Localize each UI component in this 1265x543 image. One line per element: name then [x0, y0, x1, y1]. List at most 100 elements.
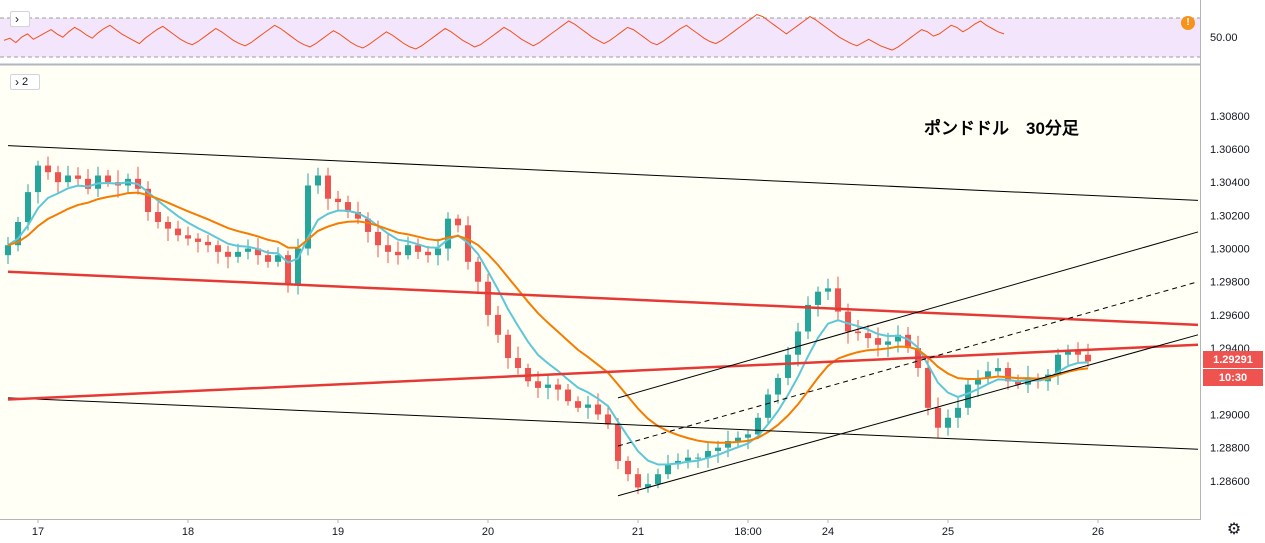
- candle-body: [935, 407, 941, 428]
- trendlines: [7, 145, 1199, 497]
- candle-body: [635, 474, 641, 488]
- candle-body: [325, 175, 331, 199]
- candle-body: [825, 288, 831, 292]
- candle-body: [175, 228, 181, 236]
- candle-body: [625, 460, 631, 475]
- ma-short-line: [7, 181, 1089, 466]
- candle-body: [35, 165, 41, 193]
- candle-body: [155, 212, 161, 222]
- candle-body: [785, 354, 791, 378]
- candle-body: [275, 255, 281, 262]
- candle-body: [1065, 351, 1071, 355]
- candle-body: [745, 434, 751, 438]
- candle-body: [605, 414, 611, 425]
- price-tick-label: 1.28600: [1210, 476, 1250, 488]
- time-tick-label: 25: [942, 526, 954, 538]
- candle-body: [185, 235, 191, 239]
- alert-icon[interactable]: !: [1181, 16, 1195, 30]
- candle-body: [475, 261, 481, 282]
- time-tick-label: 18: [182, 526, 194, 538]
- last-price-badge: 1.29291: [1203, 351, 1263, 368]
- candle-body: [895, 334, 901, 342]
- candle-body: [615, 424, 621, 461]
- main-pane-bg: [0, 66, 1200, 519]
- trendline-red: [7, 343, 1199, 401]
- gear-icon[interactable]: ⚙: [1226, 521, 1242, 538]
- candle-body: [955, 407, 961, 418]
- candle-body: [85, 178, 91, 189]
- indicator-collapse-button[interactable]: ›: [10, 11, 30, 27]
- candle-body: [925, 368, 931, 408]
- candle-body: [165, 221, 171, 229]
- candle-body: [885, 341, 891, 345]
- candle-body: [55, 172, 61, 183]
- price-axis-ticks: 1.30800 1.30600 1.30400 1.30200 1.30000 1.298…: [1210, 111, 1250, 488]
- chart-annotation: ポンドドル 30分足: [924, 119, 1079, 138]
- price-tick-label: 1.30200: [1210, 210, 1250, 222]
- candle-body: [45, 165, 51, 173]
- candle-body: [1055, 354, 1061, 375]
- candle-body: [565, 389, 571, 402]
- candle-body: [395, 251, 401, 256]
- candle-body: [1085, 354, 1091, 362]
- candle-body: [295, 248, 301, 286]
- candle-body: [875, 338, 881, 345]
- candle-body: [205, 241, 211, 246]
- candle-body: [5, 245, 11, 256]
- candle-body: [575, 401, 581, 408]
- time-tick-label: 21: [632, 526, 644, 538]
- candle-body: [505, 334, 511, 359]
- candle-body: [645, 484, 651, 488]
- candle-body: [735, 437, 741, 442]
- candle-body: [305, 185, 311, 249]
- candle-body: [765, 394, 771, 418]
- candle-body: [655, 474, 661, 485]
- time-tick-label: 20: [482, 526, 494, 538]
- candle-body: [535, 381, 541, 388]
- candle-body: [445, 218, 451, 249]
- price-tick-label: 1.30800: [1210, 111, 1250, 123]
- time-tick-label: 26: [1092, 526, 1104, 538]
- candle-body: [965, 384, 971, 408]
- chevron-right-icon: ›: [15, 75, 19, 89]
- candle-body: [415, 245, 421, 252]
- candle-body: [665, 464, 671, 475]
- candle-body: [695, 457, 701, 459]
- trendline: [617, 334, 1199, 497]
- price-tick-label: 1.29800: [1210, 277, 1250, 289]
- indicator-line: [3, 13, 1005, 51]
- main-collapse-button[interactable]: › 2: [10, 74, 40, 90]
- candle-body: [805, 304, 811, 332]
- candle-body: [425, 251, 431, 256]
- candle-body: [905, 334, 911, 349]
- candle-body: [555, 384, 561, 390]
- candle-body: [835, 288, 841, 312]
- candle-body: [95, 175, 101, 189]
- price-tick-label: 1.30000: [1210, 244, 1250, 256]
- trendline: [7, 145, 1199, 201]
- price-tick-label: 1.28800: [1210, 443, 1250, 455]
- trendline-red: [7, 270, 1199, 327]
- candle-body: [225, 251, 231, 257]
- candle-body: [795, 331, 801, 355]
- candle-body: [105, 175, 111, 183]
- candle-body: [1015, 381, 1021, 385]
- candle-body: [25, 192, 31, 222]
- candle-body: [405, 245, 411, 256]
- chevron-right-icon: ›: [15, 12, 19, 26]
- candle-body: [285, 255, 291, 286]
- candle-body: [545, 384, 551, 388]
- candle-body: [455, 218, 461, 226]
- candle-body: [315, 175, 321, 186]
- time-tick-label: 18:00: [734, 526, 762, 538]
- indicator-level-label: 50.00: [1210, 32, 1238, 44]
- candle-body: [1075, 351, 1081, 355]
- indicator-band: [0, 18, 1200, 57]
- candle-body: [265, 255, 271, 262]
- time-tick-label: 19: [332, 526, 344, 538]
- candle-body: [725, 441, 731, 448]
- candle-body: [715, 447, 721, 451]
- candle-body: [775, 377, 781, 395]
- candle-body: [485, 281, 491, 315]
